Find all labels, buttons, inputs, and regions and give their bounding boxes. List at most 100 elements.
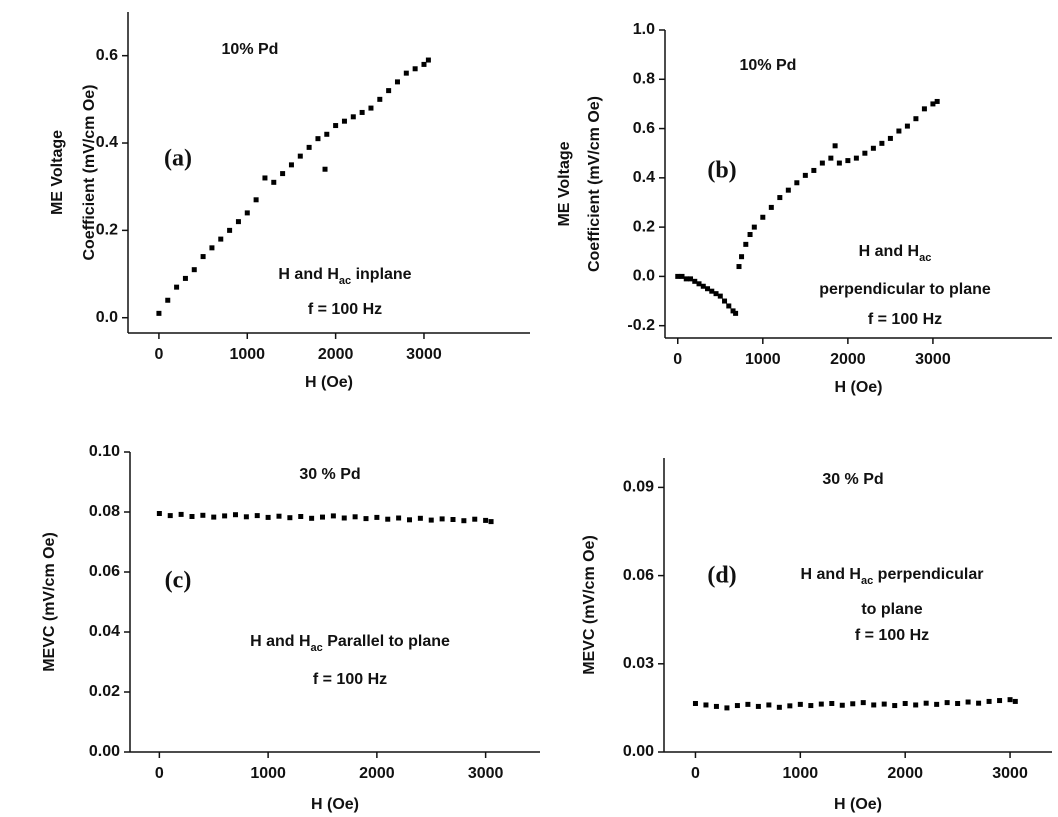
y-axis-title: MEVC (mV/cm Oe): [581, 535, 598, 675]
data-point: [165, 297, 171, 303]
y-axis-title: ME Voltage: [556, 141, 573, 226]
annotation-text: f = 100 Hz: [868, 311, 942, 328]
x-tick-label: 1000: [250, 765, 286, 782]
data-point: [705, 286, 711, 292]
x-axis-title: H (Oe): [311, 796, 359, 813]
annotation: f = 100 Hz: [308, 301, 382, 318]
x-axis-title: H (Oe): [834, 796, 882, 813]
annotation: 30 % Pd: [299, 466, 360, 483]
data-point: [696, 281, 702, 287]
data-point: [679, 273, 685, 279]
x-tick-label: 0: [155, 765, 164, 782]
data-point: [860, 700, 866, 706]
x-tick-label: 3000: [468, 765, 504, 782]
x-tick-label: 3000: [992, 765, 1028, 782]
data-point: [403, 70, 409, 76]
annotation: f = 100 Hz: [855, 627, 929, 644]
y-axis-title: MEVC (mV/cm Oe): [41, 532, 58, 672]
data-point: [811, 167, 817, 173]
annotation-text: f = 100 Hz: [855, 627, 929, 644]
data-point: [218, 236, 224, 242]
panel-label: (d): [707, 563, 736, 589]
annotation-text: Parallel to plane: [323, 633, 450, 650]
annotation-text: ac: [861, 575, 873, 587]
data-point: [713, 291, 719, 297]
data-point: [739, 254, 745, 260]
y-tick-label: 0.0: [96, 309, 118, 326]
annotation-text: ac: [311, 642, 323, 654]
data-point: [870, 145, 876, 151]
y-tick-label: 0.06: [89, 563, 120, 580]
x-tick-label: 2000: [359, 765, 395, 782]
data-point: [997, 698, 1003, 704]
data-point: [986, 698, 992, 704]
data-point: [191, 267, 197, 273]
data-point: [359, 109, 365, 115]
data-point: [363, 516, 369, 522]
annotation: f = 100 Hz: [313, 671, 387, 688]
annotation: perpendicular to plane: [819, 281, 991, 298]
data-point: [352, 514, 358, 520]
data-point: [836, 160, 842, 166]
data-point: [777, 195, 783, 201]
annotation-text: 10% Pd: [222, 41, 279, 58]
data-point: [692, 700, 698, 706]
data-point: [167, 513, 173, 519]
data-point: [412, 66, 418, 72]
data-point: [934, 701, 940, 707]
annotation-text: 30 % Pd: [299, 466, 360, 483]
data-point: [879, 140, 885, 146]
annotation-text: perpendicular to plane: [819, 281, 991, 298]
data-point: [322, 166, 328, 172]
x-tick-label: 1000: [783, 765, 819, 782]
data-point: [913, 116, 919, 122]
data-point: [1012, 698, 1018, 704]
data-point: [862, 150, 868, 156]
data-point: [319, 514, 325, 520]
data-point: [675, 273, 681, 279]
data-point: [374, 514, 380, 520]
x-axis-title: H (Oe): [305, 374, 353, 391]
data-point: [368, 105, 374, 111]
data-point: [934, 98, 940, 104]
data-point: [904, 123, 910, 129]
data-point: [955, 700, 961, 706]
annotation-text: f = 100 Hz: [313, 671, 387, 688]
data-point: [450, 517, 456, 522]
data-point: [488, 519, 494, 525]
data-point: [724, 705, 730, 711]
panel-label: (b): [707, 158, 736, 184]
annotation: H and Hac: [859, 243, 932, 264]
data-point: [428, 517, 434, 523]
data-point: [923, 700, 929, 706]
annotation: H and Hac perpendicular: [801, 566, 984, 587]
annotation-text: 30 % Pd: [822, 471, 883, 488]
data-point: [324, 131, 330, 137]
data-point: [871, 702, 877, 708]
annotation-text: perpendicular: [873, 566, 983, 583]
data-point: [921, 106, 927, 112]
data-point: [227, 227, 233, 233]
data-point: [1007, 697, 1013, 703]
data-point: [787, 703, 793, 709]
data-point: [200, 512, 206, 518]
data-point: [743, 241, 749, 247]
annotation-text: inplane: [351, 266, 412, 283]
data-point: [797, 701, 803, 707]
data-point: [747, 232, 753, 238]
data-point: [421, 61, 427, 67]
data-point: [439, 516, 445, 522]
y-tick-label: 0.8: [633, 70, 655, 87]
annotation: 30 % Pd: [822, 471, 883, 488]
data-point: [717, 293, 723, 299]
y-tick-label: 0.6: [96, 47, 118, 64]
data-point: [776, 704, 782, 710]
data-point: [713, 703, 719, 709]
y-tick-label: 0.6: [633, 120, 655, 137]
data-point: [350, 114, 356, 120]
data-point: [785, 187, 791, 193]
data-point: [309, 515, 315, 521]
data-point: [845, 158, 851, 164]
panel: 0 1000 2000 3000 -0.2 0.0 0.2 0.4 0.6 0.8 1.0 H (Oe…: [556, 21, 1052, 396]
data-point: [734, 703, 740, 709]
